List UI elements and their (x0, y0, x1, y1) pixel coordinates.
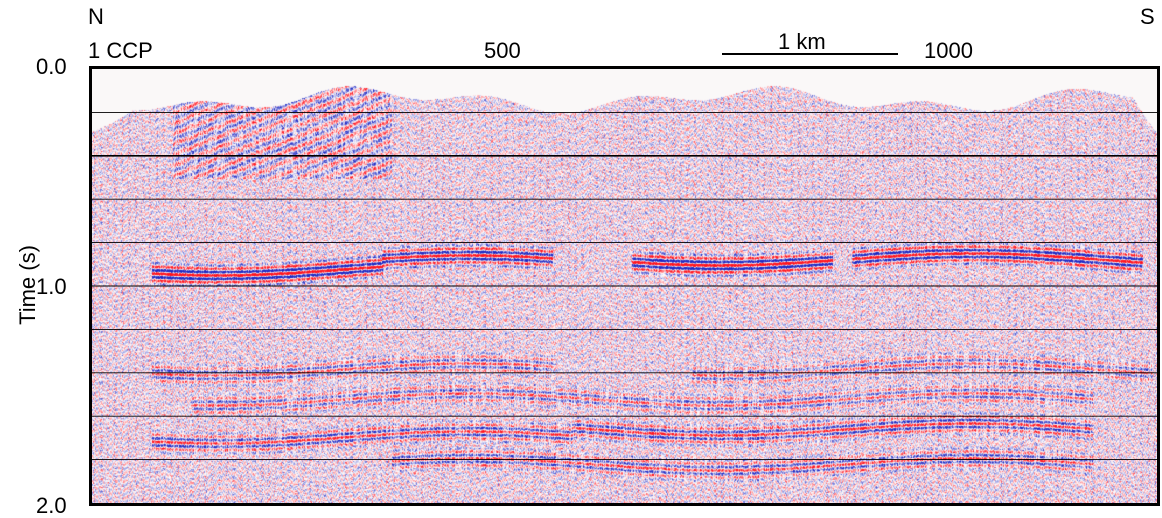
seismic-section (89, 66, 1160, 506)
ccp-axis-label: 1 CCP (88, 38, 153, 63)
scale-bar-label: 1 km (778, 29, 826, 54)
ccp-tick-500: 500 (484, 38, 521, 63)
south-label: S (1140, 4, 1155, 29)
scale-bar (722, 53, 898, 55)
time-tick-2: 2.0 (36, 493, 67, 518)
time-axis-label: Time (s) (15, 245, 40, 325)
time-tick-0: 0.0 (36, 54, 67, 79)
north-label: N (88, 4, 104, 29)
time-tick-1: 1.0 (36, 274, 67, 299)
ccp-tick-1000: 1000 (924, 38, 973, 63)
time-gridlines (92, 111, 1157, 461)
